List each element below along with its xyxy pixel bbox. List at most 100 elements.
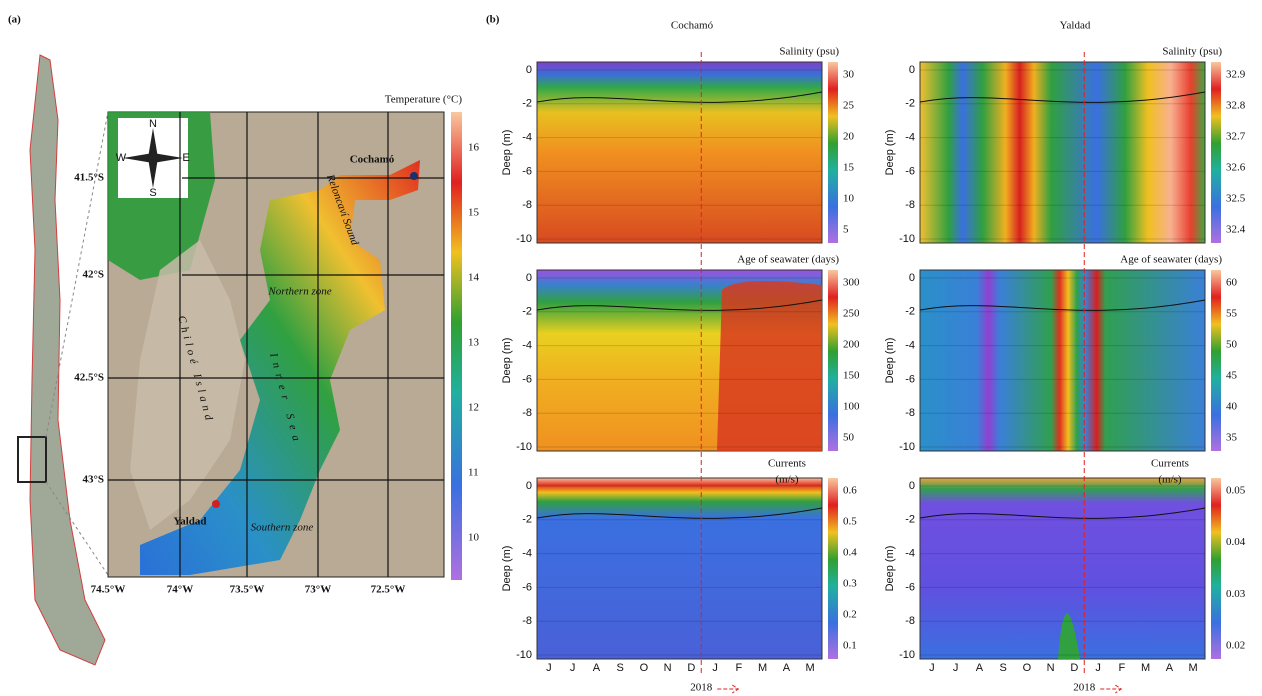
y-axis-label: Deep (m) [501, 338, 513, 384]
y-tick-label: -10 [899, 233, 915, 245]
y-tick-label: 0 [909, 64, 915, 76]
panel-label: (a) [8, 14, 21, 26]
colorbar-tick-label: 0.2 [843, 609, 857, 621]
plot-title: Salinity (psu) [1162, 46, 1222, 58]
colorbar-tick-label: 11 [468, 467, 479, 479]
colorbar-tick-label: 15 [468, 207, 480, 219]
colorbar-tick-label: 32.6 [1226, 162, 1246, 174]
year-arrow [1100, 684, 1123, 694]
y-tick-label: -4 [522, 548, 532, 560]
month-label: D [687, 662, 695, 674]
y-tick-label: -10 [516, 649, 532, 661]
compass-s: S [149, 187, 156, 199]
y-tick-label: -8 [905, 199, 915, 211]
colorbar-tick-label: 32.4 [1226, 224, 1246, 236]
plot-title: Currents [768, 458, 806, 470]
month-label: J [1095, 662, 1101, 674]
y-tick-label: -10 [899, 649, 915, 661]
month-label: A [1166, 662, 1174, 674]
colorbar-tick-label: 200 [843, 339, 860, 351]
plot-unit: (m/s) [1158, 474, 1182, 486]
contour-field [919, 61, 1206, 244]
colorbar-tick-label: 20 [843, 131, 855, 143]
temperature-colorbar [451, 112, 462, 580]
inset-box [17, 436, 47, 483]
month-label: A [783, 662, 791, 674]
month-label: M [1141, 662, 1150, 674]
compass-e: E [182, 152, 189, 164]
colorbar-tick-label: 13 [468, 337, 480, 349]
colorbar [828, 62, 838, 243]
panel-label: (b) [486, 14, 500, 26]
month-label: N [1047, 662, 1055, 674]
y-tick-label: -2 [905, 306, 915, 318]
y-tick-label: -10 [516, 441, 532, 453]
y-tick-label: -10 [899, 441, 915, 453]
month-label: O [640, 662, 649, 674]
colorbar-tick-label: 0.5 [843, 516, 857, 528]
colorbar-tick-label: 32.9 [1226, 69, 1246, 81]
y-tick-label: -2 [522, 306, 532, 318]
chiloe-island [130, 240, 245, 530]
colorbar-tick-label: 60 [1226, 277, 1238, 289]
colorbar-tick-label: 15 [843, 162, 855, 174]
lon-label: 72.5°W [371, 584, 406, 596]
y-tick-label: 0 [909, 480, 915, 492]
map-label: Southern zone [251, 522, 314, 534]
y-axis-label: Deep (m) [501, 546, 513, 592]
colorbar-tick-label: 45 [1226, 370, 1238, 382]
year-arrow [717, 684, 740, 694]
y-tick-label: -8 [905, 407, 915, 419]
month-label: J [929, 662, 935, 674]
month-label: S [616, 662, 623, 674]
colorbar-tick-label: 5 [843, 224, 849, 236]
y-tick-label: -4 [905, 340, 915, 352]
y-tick-label: -6 [522, 165, 532, 177]
column-title: Cochamó [671, 20, 714, 32]
contour-line [919, 507, 1206, 519]
y-tick-label: -2 [522, 98, 532, 110]
year-label: 2018 [1073, 682, 1096, 694]
compass-w: W [116, 152, 127, 164]
month-label: M [1189, 662, 1198, 674]
y-tick-label: -8 [905, 615, 915, 627]
y-tick-label: -4 [905, 132, 915, 144]
colorbar [1211, 478, 1221, 659]
colorbar [828, 270, 838, 451]
contour-field [536, 61, 823, 244]
colorbar-tick-label: 12 [468, 402, 479, 414]
y-tick-label: -6 [905, 373, 915, 385]
month-label: D [1070, 662, 1078, 674]
colorbar-tick-label: 0.4 [843, 547, 857, 559]
month-label: J [953, 662, 959, 674]
colorbar-tick-label: 25 [843, 100, 855, 112]
plot-title: Age of seawater (days) [737, 254, 839, 266]
y-tick-label: -6 [522, 581, 532, 593]
colorbar-tick-label: 16 [468, 142, 480, 154]
contour-line [536, 507, 823, 519]
map-label: Northern zone [267, 286, 331, 298]
colorbar-tick-label: 150 [843, 370, 860, 382]
contour-line [536, 299, 823, 311]
colorbar-tick-label: 0.1 [843, 640, 857, 652]
colorbar-tick-label: 50 [1226, 339, 1238, 351]
colorbar-tick-label: 0.6 [843, 485, 857, 497]
colorbar-tick-label: 10 [843, 193, 855, 205]
y-tick-label: -2 [905, 98, 915, 110]
inset-lines [45, 111, 109, 576]
contour-field-high [717, 281, 822, 451]
colorbar-tick-label: 0.03 [1226, 588, 1246, 600]
lon-label: 73°W [305, 584, 331, 596]
y-tick-label: -4 [905, 548, 915, 560]
inner-sea [140, 160, 420, 575]
colorbar-tick-label: 0.3 [843, 578, 857, 590]
colorbar-tick-label: 32.5 [1226, 193, 1246, 205]
place-label: Yaldad [173, 516, 206, 528]
colorbar-tick-label: 40 [1226, 401, 1238, 413]
compass-rose [123, 128, 183, 188]
lon-label: 74°W [167, 584, 193, 596]
lat-label: 42°S [82, 269, 104, 281]
colorbar-tick-label: 0.02 [1226, 640, 1245, 652]
plot-unit: (m/s) [775, 474, 799, 486]
colorbar [828, 478, 838, 659]
